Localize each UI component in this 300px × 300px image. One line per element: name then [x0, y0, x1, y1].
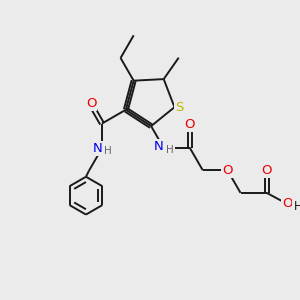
- Text: S: S: [176, 101, 184, 114]
- Text: O: O: [184, 118, 195, 131]
- Text: H: H: [293, 200, 300, 213]
- Text: N: N: [93, 142, 103, 155]
- Text: O: O: [222, 164, 233, 177]
- Text: H: H: [166, 146, 174, 155]
- Text: O: O: [282, 197, 292, 210]
- Text: O: O: [262, 164, 272, 177]
- Text: H: H: [104, 146, 112, 156]
- Text: N: N: [154, 140, 164, 153]
- Text: O: O: [86, 97, 96, 110]
